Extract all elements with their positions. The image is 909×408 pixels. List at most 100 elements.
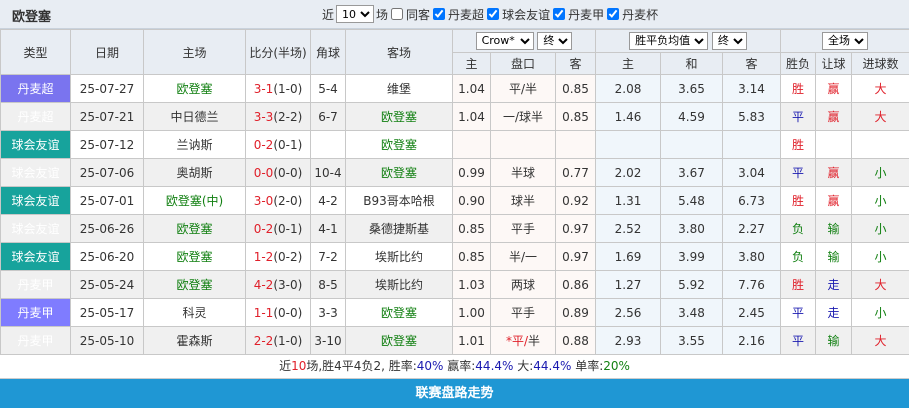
full-time-score: 2-2 xyxy=(254,334,274,348)
filter-checkbox[interactable] xyxy=(553,8,565,20)
avg-select[interactable]: 胜平负均值 xyxy=(629,32,708,50)
home-team[interactable]: 中日德兰 xyxy=(144,103,246,131)
odd-rate: 20% xyxy=(603,359,630,373)
avg-away: 2.27 xyxy=(723,215,781,243)
match-type[interactable]: 丹麦甲 xyxy=(1,299,71,327)
games-label: 场 xyxy=(376,6,388,23)
away-team[interactable]: 维堡 xyxy=(346,75,453,103)
score[interactable]: 3-1(1-0) xyxy=(246,75,311,103)
handicap-line: 半球 xyxy=(491,159,556,187)
filter-checkbox[interactable] xyxy=(607,8,619,20)
goals-result: 大 xyxy=(852,75,909,103)
odds-state-select[interactable]: 终 xyxy=(537,32,572,50)
home-team[interactable]: 兰讷斯 xyxy=(144,131,246,159)
summary-text: 单率: xyxy=(571,359,603,373)
goals-result: 小 xyxy=(852,187,909,215)
handicap-line: *平/半 xyxy=(491,327,556,355)
odds-home: 1.03 xyxy=(453,271,491,299)
away-team[interactable]: 欧登塞 xyxy=(346,103,453,131)
odds-away xyxy=(556,131,596,159)
goals-result: 大 xyxy=(852,271,909,299)
away-team[interactable]: 埃斯比约 xyxy=(346,243,453,271)
odds-away: 0.89 xyxy=(556,299,596,327)
score[interactable]: 0-0(0-0) xyxy=(246,159,311,187)
full-time-score: 1-2 xyxy=(254,250,274,264)
match-type[interactable]: 丹麦超 xyxy=(1,75,71,103)
match-type[interactable]: 丹麦甲 xyxy=(1,271,71,299)
handicap-line: 平手 xyxy=(491,299,556,327)
half-time-score: (0-0) xyxy=(273,166,302,180)
corners: 3-10 xyxy=(311,327,346,355)
same-home-label: 同客 xyxy=(406,6,430,23)
home-team[interactable]: 奥胡斯 xyxy=(144,159,246,187)
home-team[interactable]: 欧登塞 xyxy=(144,75,246,103)
away-team[interactable]: 欧登塞 xyxy=(346,159,453,187)
handicap-line: 球半 xyxy=(491,187,556,215)
away-team[interactable]: B93哥本哈根 xyxy=(346,187,453,215)
match-type[interactable]: 球会友谊 xyxy=(1,215,71,243)
filter-checkbox[interactable] xyxy=(487,8,499,20)
avg-home: 1.46 xyxy=(596,103,661,131)
avg-away: 6.73 xyxy=(723,187,781,215)
home-team[interactable]: 欧登塞 xyxy=(144,215,246,243)
away-team[interactable]: 欧登塞 xyxy=(346,327,453,355)
handicap-result: 赢 xyxy=(816,187,852,215)
filter-bar: 欧登塞 近 10 场 同客 丹麦超 球会友谊 丹麦甲 丹麦杯 xyxy=(0,0,909,29)
handicap-win-rate: 44.4% xyxy=(475,359,513,373)
score[interactable]: 1-1(0-0) xyxy=(246,299,311,327)
score[interactable]: 1-2(0-2) xyxy=(246,243,311,271)
avg-home: 1.27 xyxy=(596,271,661,299)
match-type[interactable]: 球会友谊 xyxy=(1,131,71,159)
summary: 近10场,胜4平4负2, 胜率:40% 赢率:44.4% 大:44.4% 单率:… xyxy=(0,355,909,379)
score[interactable]: 0-2(0-1) xyxy=(246,131,311,159)
odds-home: 0.99 xyxy=(453,159,491,187)
full-time-score: 1-1 xyxy=(254,306,274,320)
result: 平 xyxy=(781,327,816,355)
half-time-score: (1-0) xyxy=(273,334,302,348)
away-team[interactable]: 埃斯比约 xyxy=(346,271,453,299)
match-count-select[interactable]: 10 xyxy=(336,5,374,23)
home-team[interactable]: 欧登塞 xyxy=(144,271,246,299)
match-type[interactable]: 球会友谊 xyxy=(1,159,71,187)
match-type[interactable]: 球会友谊 xyxy=(1,243,71,271)
away-team[interactable]: 欧登塞 xyxy=(346,299,453,327)
odds-away: 0.86 xyxy=(556,271,596,299)
win-rate: 40% xyxy=(417,359,444,373)
score[interactable]: 4-2(3-0) xyxy=(246,271,311,299)
handicap-result xyxy=(816,131,852,159)
match-date: 25-05-10 xyxy=(71,327,144,355)
avg-away: 7.76 xyxy=(723,271,781,299)
home-team[interactable]: 欧登塞 xyxy=(144,243,246,271)
away-team[interactable]: 欧登塞 xyxy=(346,131,453,159)
home-team[interactable]: 科灵 xyxy=(144,299,246,327)
score[interactable]: 0-2(0-1) xyxy=(246,215,311,243)
filter-checkbox[interactable] xyxy=(433,8,445,20)
goals-result xyxy=(852,131,909,159)
summary-text: 赢率: xyxy=(443,359,475,373)
handicap-result: 输 xyxy=(816,327,852,355)
league-trend-button[interactable]: 联赛盘路走势 xyxy=(0,379,909,408)
company-select[interactable]: Crow* xyxy=(476,32,534,50)
result: 胜 xyxy=(781,271,816,299)
score[interactable]: 3-3(2-2) xyxy=(246,103,311,131)
home-team[interactable]: 欧登塞(中) xyxy=(144,187,246,215)
away-team[interactable]: 桑德捷斯基 xyxy=(346,215,453,243)
summary-text: 场,胜4平4负2, 胜率: xyxy=(306,359,416,373)
same-home-checkbox[interactable] xyxy=(391,8,403,20)
score[interactable]: 2-2(1-0) xyxy=(246,327,311,355)
match-type[interactable]: 球会友谊 xyxy=(1,187,71,215)
score[interactable]: 3-0(2-0) xyxy=(246,187,311,215)
corners xyxy=(311,131,346,159)
avg-state-select[interactable]: 终 xyxy=(712,32,747,50)
half-time-score: (2-0) xyxy=(273,194,302,208)
match-type[interactable]: 丹麦超 xyxy=(1,103,71,131)
period-select[interactable]: 全场 xyxy=(822,32,868,50)
col-avg-away: 客 xyxy=(723,52,781,75)
home-team[interactable]: 霍森斯 xyxy=(144,327,246,355)
corners: 4-1 xyxy=(311,215,346,243)
corners: 4-2 xyxy=(311,187,346,215)
match-type[interactable]: 丹麦甲 xyxy=(1,327,71,355)
handicap-line: 半/一 xyxy=(491,243,556,271)
